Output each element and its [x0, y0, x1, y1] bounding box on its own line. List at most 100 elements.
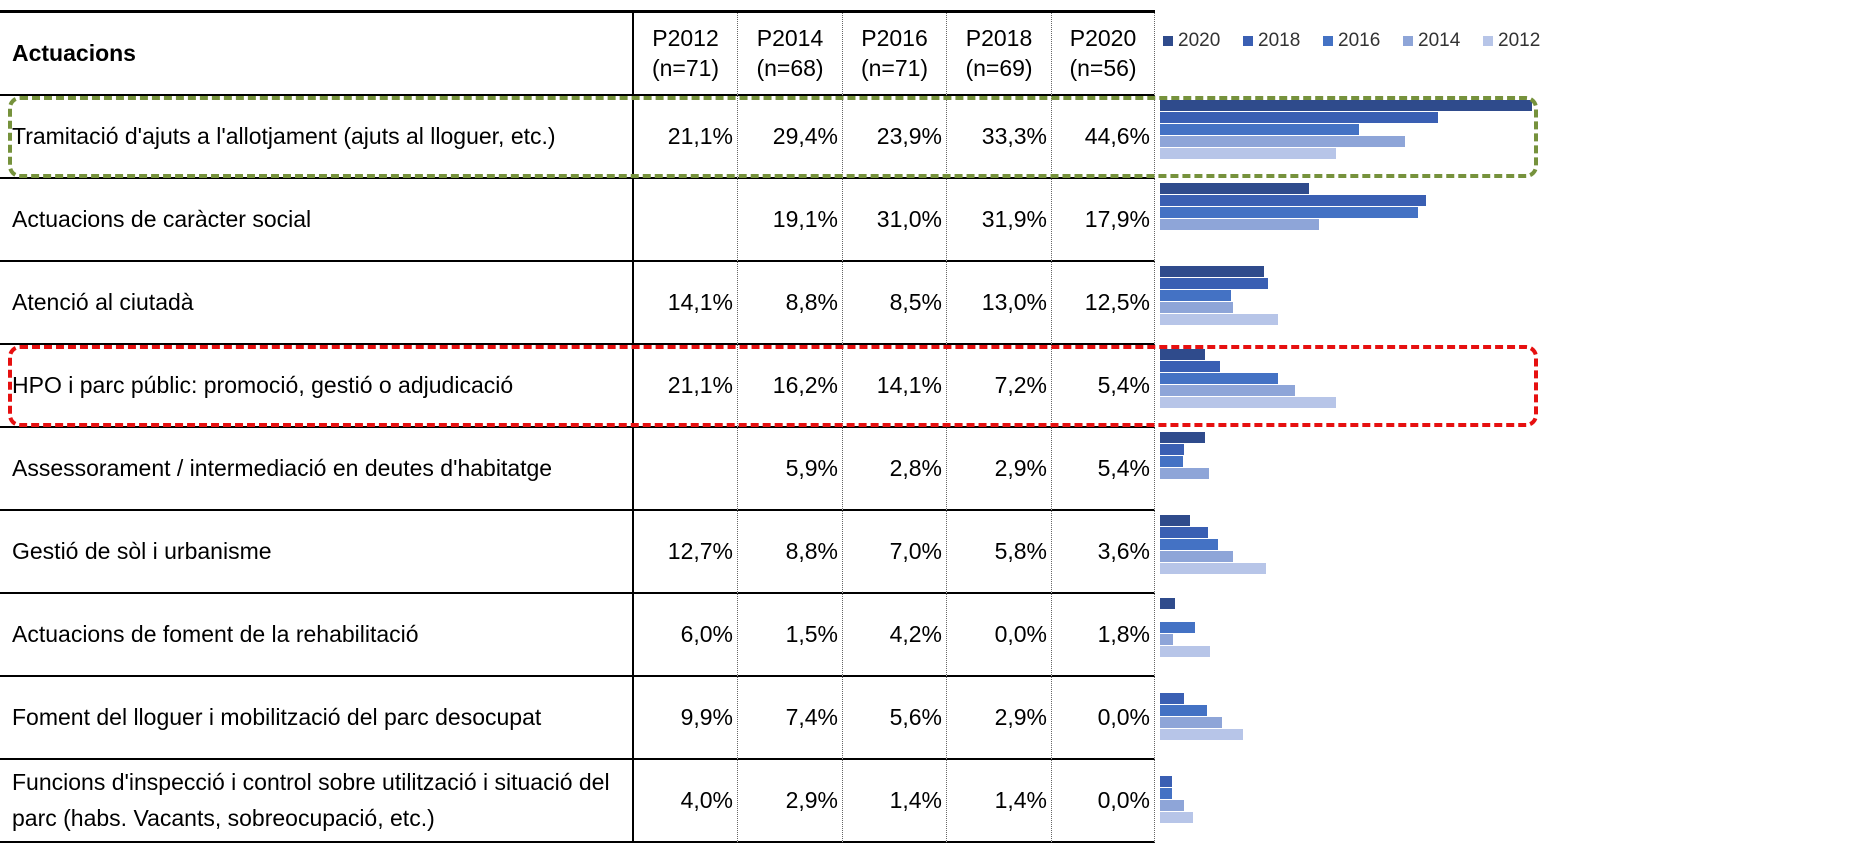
bar — [1160, 456, 1184, 467]
value-cell: 8,5% — [843, 262, 947, 345]
value-cell: 16,2% — [738, 345, 843, 428]
value-cell: 21,1% — [634, 96, 738, 179]
legend-label: 2016 — [1338, 30, 1381, 51]
row-label: Foment del lloguer i mobilització del pa… — [0, 677, 634, 760]
highlight-green — [8, 96, 1538, 178]
bar — [1160, 124, 1360, 135]
value-cell: 14,1% — [843, 345, 947, 428]
value-cell: 4,0% — [634, 760, 738, 843]
bar — [1160, 551, 1234, 562]
bar — [1160, 136, 1405, 147]
bar — [1160, 444, 1185, 455]
value-cell: 7,4% — [738, 677, 843, 760]
legend-item: 2012 — [1483, 30, 1540, 52]
value-cell: 12,7% — [634, 511, 738, 594]
bar — [1160, 219, 1320, 230]
bar — [1160, 112, 1438, 123]
legend-label: 2018 — [1258, 30, 1301, 51]
legend-swatch — [1323, 36, 1333, 46]
bar — [1160, 314, 1278, 325]
value-cell: 21,1% — [634, 345, 738, 428]
value-cell: 4,2% — [843, 594, 947, 677]
top-rule — [0, 10, 1155, 13]
value-cell: 19,1% — [738, 179, 843, 262]
highlight-red — [8, 345, 1538, 427]
value-cell: 31,9% — [947, 179, 1052, 262]
legend-label: 2012 — [1498, 30, 1541, 51]
value-cell: 0,0% — [947, 594, 1052, 677]
value-cell: 1,4% — [843, 760, 947, 843]
value-cell: 33,3% — [947, 96, 1052, 179]
bar — [1160, 598, 1175, 609]
row-label: Assessorament / intermediació en deutes … — [0, 428, 634, 511]
bar — [1160, 397, 1336, 408]
legend-item: 2014 — [1403, 30, 1460, 52]
bar — [1160, 183, 1310, 194]
value-cell: 8,8% — [738, 511, 843, 594]
value-cell: 1,4% — [947, 760, 1052, 843]
value-cell: 1,5% — [738, 594, 843, 677]
bar — [1160, 812, 1194, 823]
value-cell: 7,2% — [947, 345, 1052, 428]
column-header: P2016 (n=71) — [843, 13, 947, 96]
legend-label: 2014 — [1418, 30, 1461, 51]
row-label: Funcions d'inspecció i control sobre uti… — [0, 760, 634, 843]
bar — [1160, 563, 1266, 574]
bar — [1160, 349, 1205, 360]
column-header: P2014 (n=68) — [738, 13, 843, 96]
value-cell: 12,5% — [1052, 262, 1155, 345]
value-cell: 44,6% — [1052, 96, 1155, 179]
value-cell: 2,9% — [947, 677, 1052, 760]
value-cell: 29,4% — [738, 96, 843, 179]
legend-item: 2018 — [1243, 30, 1300, 52]
bar — [1160, 207, 1419, 218]
column-header: P2018 (n=69) — [947, 13, 1052, 96]
column-header: P2020 (n=56) — [1052, 13, 1155, 96]
bar — [1160, 100, 1532, 111]
legend-swatch — [1483, 36, 1493, 46]
value-cell: 5,4% — [1052, 345, 1155, 428]
row-label: Gestió de sòl i urbanisme — [0, 511, 634, 594]
bar — [1160, 148, 1336, 159]
value-cell: 2,9% — [947, 428, 1052, 511]
row-label: Actuacions de caràcter social — [0, 179, 634, 262]
value-cell: 31,0% — [843, 179, 947, 262]
value-cell: 0,0% — [1052, 760, 1155, 843]
value-cell: 2,8% — [843, 428, 947, 511]
header-cell: Actuacions — [0, 13, 634, 96]
value-cell — [634, 179, 738, 262]
value-cell: 5,6% — [843, 677, 947, 760]
column-header: P2012 (n=71) — [634, 13, 738, 96]
bar — [1160, 195, 1426, 206]
row-label: Actuacions de foment de la rehabilitació — [0, 594, 634, 677]
legend-swatch — [1163, 36, 1173, 46]
bar — [1160, 622, 1195, 633]
bar — [1160, 693, 1185, 704]
value-cell: 5,8% — [947, 511, 1052, 594]
value-cell: 6,0% — [634, 594, 738, 677]
bar — [1160, 468, 1210, 479]
bar — [1160, 646, 1210, 657]
value-cell: 0,0% — [1052, 677, 1155, 760]
value-cell: 8,8% — [738, 262, 843, 345]
value-cell: 17,9% — [1052, 179, 1155, 262]
legend-label: 2020 — [1178, 30, 1221, 51]
bar — [1160, 717, 1222, 728]
value-cell: 23,9% — [843, 96, 947, 179]
value-cell: 13,0% — [947, 262, 1052, 345]
bar — [1160, 539, 1219, 550]
value-cell: 9,9% — [634, 677, 738, 760]
value-cell: 14,1% — [634, 262, 738, 345]
value-cell: 7,0% — [843, 511, 947, 594]
legend-item: 2016 — [1323, 30, 1380, 52]
bar — [1160, 527, 1209, 538]
bar — [1160, 788, 1172, 799]
legend-swatch — [1243, 36, 1253, 46]
bar — [1160, 278, 1269, 289]
bar — [1160, 776, 1172, 787]
bar — [1160, 634, 1173, 645]
bar — [1160, 361, 1220, 372]
value-cell: 1,8% — [1052, 594, 1155, 677]
legend-item: 2020 — [1163, 30, 1220, 52]
